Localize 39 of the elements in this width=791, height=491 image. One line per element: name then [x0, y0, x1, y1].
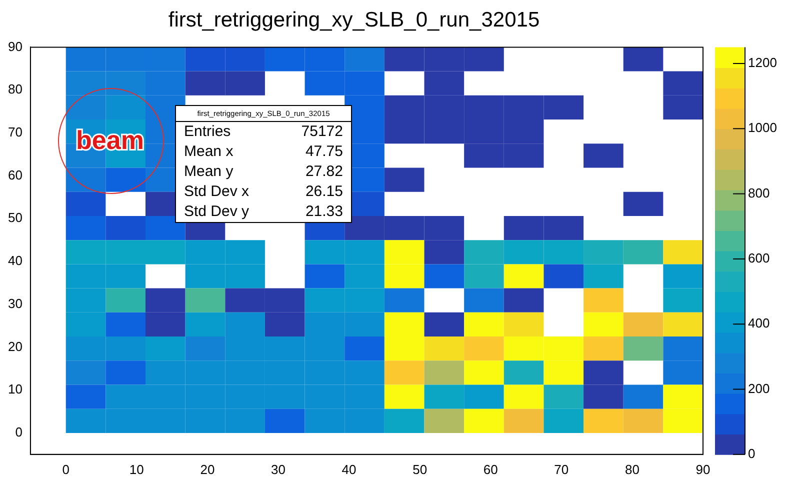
annotation: beam	[76, 125, 144, 155]
y-tick-label: 80	[8, 82, 22, 97]
y-tick-label: 90	[8, 38, 22, 54]
y-tick-label: 20	[8, 338, 22, 354]
y-tick-label: 70	[8, 124, 22, 140]
annotation: Std Dev y	[184, 202, 250, 222]
y-tick-label: 40	[8, 253, 22, 268]
x-tick-label: 60	[483, 462, 498, 477]
x-tick-label: 70	[554, 462, 569, 477]
annotation: 47.75	[305, 142, 343, 162]
x-tick-label: 20	[200, 462, 215, 477]
y-tick-label: 30	[8, 296, 22, 311]
annotation: 27.82	[305, 162, 343, 182]
color-bar-label: 800	[748, 185, 770, 200]
annotation: Entries	[184, 122, 231, 142]
annotation: Std Dev x	[184, 182, 250, 202]
x-tick-label: 40	[342, 462, 356, 477]
color-bar-label: 1200	[748, 55, 777, 70]
y-tick-label: 10	[8, 382, 22, 397]
color-bar-label: 1000	[748, 120, 777, 136]
annotation: 75172	[301, 122, 343, 142]
x-tick-label: 90	[696, 462, 710, 477]
x-tick-label: 10	[129, 462, 144, 477]
chart-title: first_retriggering_xy_SLB_0_run_32015	[168, 8, 540, 32]
annotation: Mean y	[184, 162, 234, 182]
color-bar-label: 0	[748, 446, 756, 461]
color-bar-label: 400	[748, 316, 770, 331]
annotation: 21.33	[305, 202, 343, 222]
annotation: Mean x	[184, 142, 234, 162]
color-bar-label: 600	[748, 250, 770, 266]
annotation: 26.15	[305, 182, 343, 202]
color-bar-label: 200	[748, 380, 770, 396]
x-tick-label: 80	[624, 462, 640, 477]
x-tick-label: 30	[271, 462, 286, 477]
y-tick-label: 0	[15, 424, 22, 440]
x-tick-label: 0	[62, 462, 70, 477]
y-tick-label: 50	[8, 210, 22, 226]
y-tick-label: 60	[8, 167, 22, 182]
x-tick-label: 50	[412, 462, 428, 477]
